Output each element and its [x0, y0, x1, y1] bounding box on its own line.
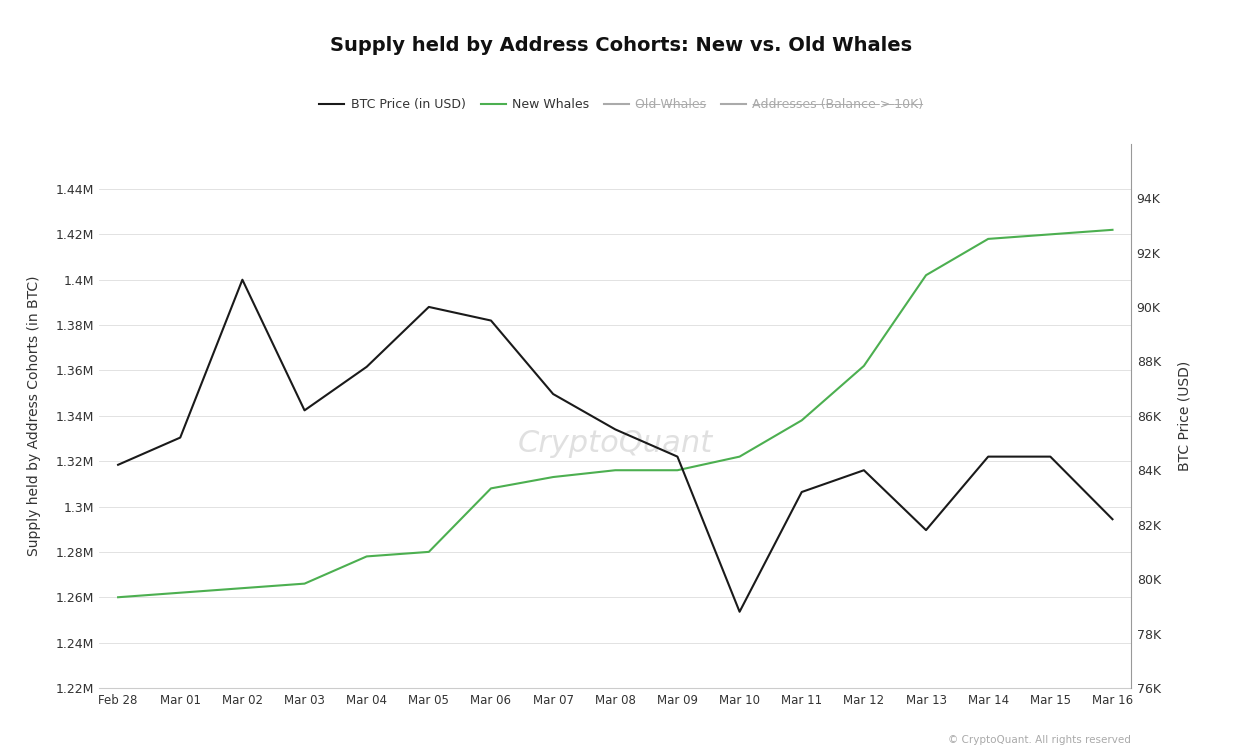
- BTC Price (in USD): [173, 433, 188, 442]
- Y-axis label: BTC Price (USD): BTC Price (USD): [1177, 361, 1192, 471]
- New Whales: [670, 466, 685, 475]
- BTC Price (in USD): [919, 525, 933, 534]
- New Whales: [173, 588, 188, 597]
- BTC Price (in USD): [1105, 515, 1120, 524]
- Text: © CryptoQuant. All rights reserved: © CryptoQuant. All rights reserved: [948, 735, 1131, 745]
- BTC Price (in USD): [981, 452, 996, 461]
- New Whales: [111, 593, 126, 602]
- New Whales: [484, 484, 498, 493]
- BTC Price (in USD): [794, 488, 809, 497]
- New Whales: [359, 552, 374, 561]
- Y-axis label: Supply held by Address Cohorts (in BTC): Supply held by Address Cohorts (in BTC): [27, 275, 41, 556]
- BTC Price (in USD): [421, 302, 436, 311]
- BTC Price (in USD): [484, 316, 498, 325]
- New Whales: [608, 466, 623, 475]
- Line: BTC Price (in USD): BTC Price (in USD): [118, 280, 1112, 612]
- New Whales: [732, 452, 747, 461]
- New Whales: [546, 472, 561, 482]
- BTC Price (in USD): [297, 406, 312, 415]
- New Whales: [919, 271, 933, 280]
- BTC Price (in USD): [546, 389, 561, 398]
- New Whales: [1105, 225, 1120, 234]
- Line: New Whales: New Whales: [118, 230, 1112, 597]
- BTC Price (in USD): [111, 460, 126, 469]
- BTC Price (in USD): [670, 452, 685, 461]
- New Whales: [297, 579, 312, 588]
- BTC Price (in USD): [235, 275, 250, 284]
- BTC Price (in USD): [359, 362, 374, 371]
- BTC Price (in USD): [732, 607, 747, 616]
- Text: CryptoQuant: CryptoQuant: [517, 429, 713, 457]
- New Whales: [981, 234, 996, 243]
- New Whales: [235, 584, 250, 593]
- New Whales: [856, 361, 871, 370]
- BTC Price (in USD): [608, 425, 623, 434]
- Legend: BTC Price (in USD), New Whales, O̶l̶d̶ ̶W̶h̶a̶l̶e̶s̶, A̶d̶d̶r̶e̶s̶s̶e̶s̶ ̶(̶B̶a̶: BTC Price (in USD), New Whales, O̶l̶d̶ ̶…: [314, 93, 929, 116]
- New Whales: [1043, 230, 1058, 239]
- New Whales: [794, 416, 809, 425]
- Text: Supply held by Address Cohorts: New vs. Old Whales: Supply held by Address Cohorts: New vs. …: [331, 36, 912, 55]
- BTC Price (in USD): [1043, 452, 1058, 461]
- BTC Price (in USD): [856, 466, 871, 475]
- New Whales: [421, 547, 436, 556]
